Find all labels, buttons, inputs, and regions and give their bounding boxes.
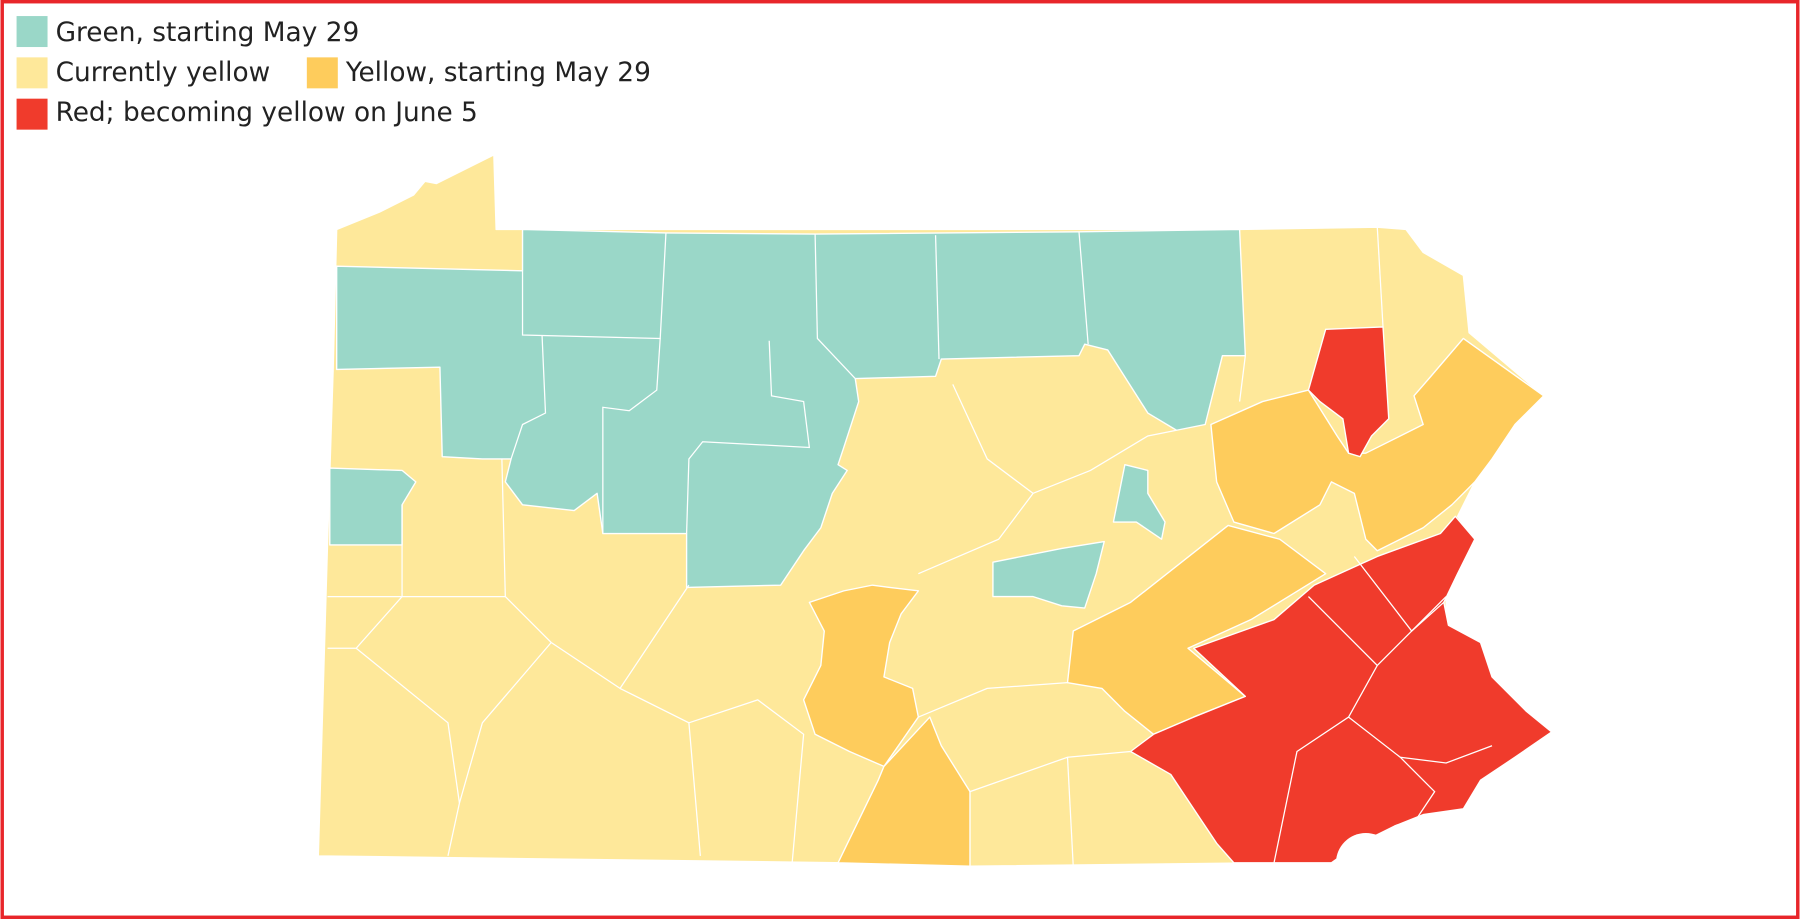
county-line [1348, 716, 1436, 827]
legend-swatch [306, 57, 338, 89]
legend-label: Currently yellow [56, 58, 271, 88]
city-gap [1335, 832, 1396, 893]
county-line [688, 699, 805, 863]
county-line [1078, 231, 1089, 345]
county-region [992, 540, 1105, 609]
legend-swatch [16, 98, 48, 130]
county-line [969, 750, 1131, 793]
county-line [1376, 227, 1384, 328]
county-line [918, 682, 1068, 718]
county-line [1238, 355, 1246, 402]
county-line [602, 338, 661, 534]
legend-swatch [16, 16, 48, 48]
county-region [837, 716, 971, 867]
county-line [1400, 745, 1493, 764]
county-region [1129, 515, 1553, 864]
county-line [510, 334, 547, 460]
county-line [458, 642, 552, 804]
county-region [1307, 326, 1390, 458]
county-line [521, 232, 667, 340]
county-line [814, 234, 856, 380]
county-region [802, 584, 920, 768]
state-map [317, 154, 1553, 893]
county-line [327, 458, 506, 649]
county-line [504, 584, 690, 690]
legend-label: Red; becoming yellow on June 5 [56, 98, 478, 128]
legend-label: Yellow, starting May 29 [345, 58, 651, 88]
county-line [1353, 556, 1445, 632]
county-region [335, 228, 1247, 589]
county-line [1273, 665, 1378, 863]
county-line [1032, 429, 1177, 494]
county-line [355, 647, 461, 857]
county-line [934, 235, 940, 360]
county-region [1112, 463, 1166, 540]
county-line [685, 340, 811, 534]
legend-swatch [16, 57, 48, 89]
county-line [1066, 757, 1074, 867]
legend-label: Green, starting May 29 [56, 18, 360, 48]
